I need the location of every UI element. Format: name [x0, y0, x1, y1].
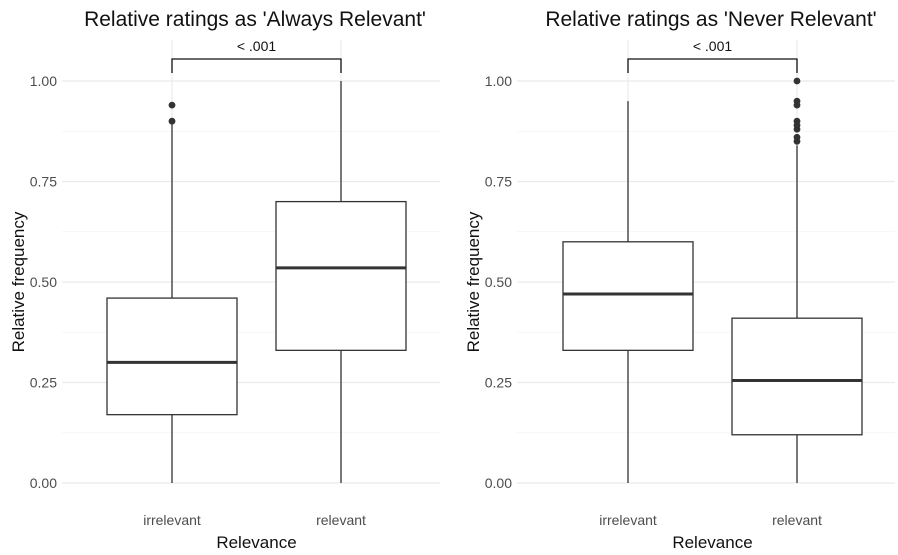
y-tick-label: 1.00: [485, 73, 512, 89]
significance-annotation: < .001: [171, 38, 342, 73]
x-axis-title: Relevance: [672, 533, 752, 552]
chart-title: Relative ratings as 'Never Relevant': [545, 8, 876, 31]
significance-annotation: < .001: [627, 38, 798, 73]
x-tick-labels: irrelevant relevant: [143, 512, 366, 528]
significance-bracket: [627, 58, 798, 73]
outlier-point: [168, 101, 176, 109]
box-irrelevant: [106, 297, 238, 416]
significance-label: < .001: [237, 38, 277, 54]
outlier-point: [793, 77, 801, 85]
box-relevant: [275, 200, 407, 351]
y-axis-title: Relative frequency: [9, 211, 28, 352]
x-tick-label: relevant: [772, 512, 822, 528]
box-relevant: [731, 317, 863, 436]
y-tick-label: 0.75: [30, 174, 57, 190]
x-tick-labels: irrelevant relevant: [599, 512, 822, 528]
y-tick-label: 0.75: [485, 174, 512, 190]
x-axis-title: Relevance: [216, 533, 296, 552]
x-tick-label: relevant: [316, 512, 366, 528]
significance-bracket: [171, 58, 342, 73]
outlier-point: [793, 97, 801, 105]
chart-title: Relative ratings as 'Always Relevant': [84, 8, 426, 31]
y-tick-label: 0.00: [485, 475, 512, 491]
boxplot-marks: [106, 81, 407, 483]
panel-never-relevant: Relative ratings as 'Never Relevant' Rel…: [464, 8, 895, 552]
box-irrelevant: [562, 241, 694, 351]
y-tick-labels: 0.00 0.25 0.50 0.75 1.00: [30, 73, 57, 491]
panel-always-relevant: Relative ratings as 'Always Relevant' Re…: [9, 8, 440, 552]
y-tick-labels: 0.00 0.25 0.50 0.75 1.00: [485, 73, 512, 491]
y-tick-label: 0.50: [30, 274, 57, 290]
outlier-point: [793, 133, 801, 141]
y-tick-label: 0.50: [485, 274, 512, 290]
significance-label: < .001: [693, 38, 733, 54]
boxplot-marks: [562, 77, 863, 483]
y-tick-label: 0.25: [485, 375, 512, 391]
y-tick-label: 1.00: [30, 73, 57, 89]
y-tick-label: 0.00: [30, 475, 57, 491]
outlier-point: [168, 117, 176, 125]
y-axis-title: Relative frequency: [464, 211, 483, 352]
y-tick-label: 0.25: [30, 375, 57, 391]
x-tick-label: irrelevant: [143, 512, 201, 528]
outlier-point: [793, 117, 801, 125]
x-tick-label: irrelevant: [599, 512, 657, 528]
